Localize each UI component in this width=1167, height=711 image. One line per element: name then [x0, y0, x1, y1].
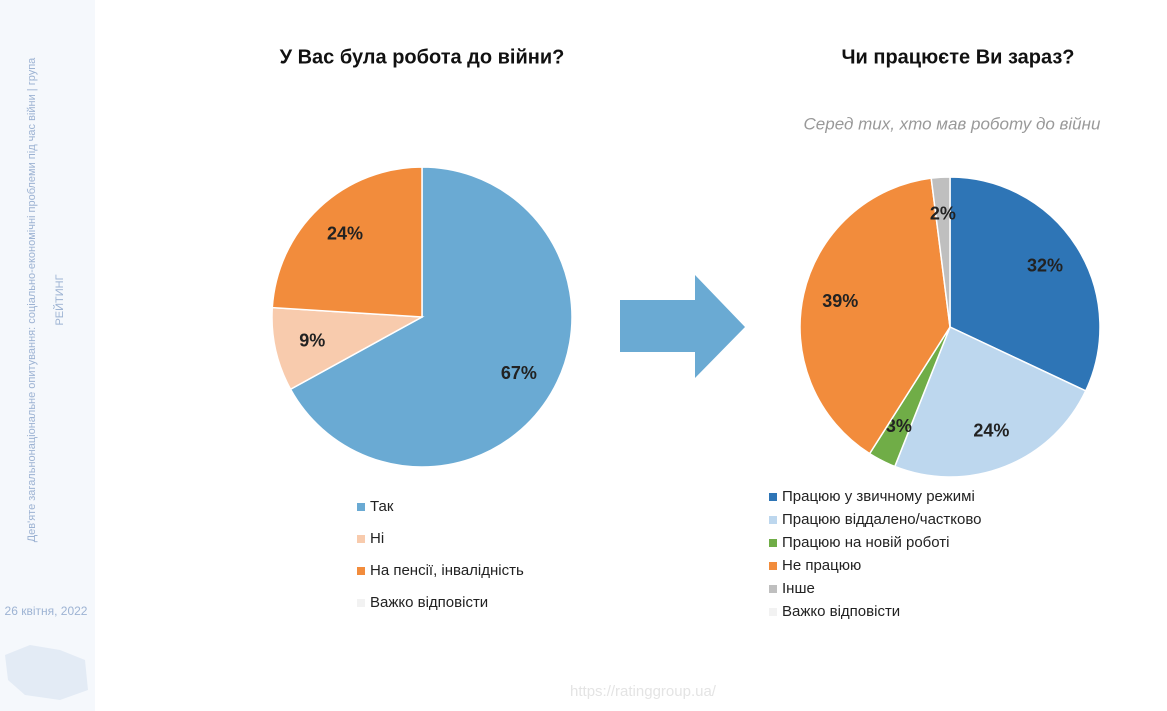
sidebar-text: Дев'яте загальнонаціональне опитування: … — [26, 57, 66, 542]
pie-slice — [930, 176, 951, 328]
date: 26 квітня, 2022 — [5, 604, 88, 618]
value-label: 9% — [299, 330, 325, 350]
legend-swatch — [769, 608, 777, 616]
value-label: 24% — [327, 224, 363, 244]
value-label: 2% — [930, 203, 956, 223]
sidebar — [0, 0, 95, 711]
legend-swatch — [357, 503, 365, 511]
value-label: 39% — [822, 291, 858, 311]
legend-swatch — [357, 567, 365, 575]
pie-slice — [799, 177, 951, 455]
legend-label: На пенсії, інвалідність — [370, 562, 524, 579]
legend-label: Важко відповісти — [370, 594, 488, 611]
url: https://ratinggroup.ua/ — [570, 683, 717, 700]
legend-label: Ні — [370, 530, 384, 547]
legend-swatch — [769, 585, 777, 593]
value-label: 3% — [886, 416, 912, 436]
value-label: 67% — [501, 363, 537, 383]
sidebar-line: РЕЙТИНГ — [53, 274, 66, 325]
pie-slice — [949, 176, 1101, 392]
legend-label: Інше — [782, 580, 815, 597]
legend-label: Працюю на новій роботі — [782, 534, 949, 551]
legend-label: Важко відповісти — [782, 603, 900, 620]
legend-swatch — [769, 539, 777, 547]
legend-label: Не працюю — [782, 557, 861, 574]
pie-slice — [271, 166, 423, 318]
pie-slice — [271, 306, 425, 391]
chart-title: У Вас була робота до війни? — [280, 46, 565, 68]
map-icon — [5, 645, 88, 700]
pie-slice — [893, 325, 1087, 478]
pie-slice — [289, 166, 573, 468]
chart-subtitle: Серед тих, хто мав роботу до війни — [804, 114, 1101, 133]
chart-title: Чи працюєте Ви зараз? — [841, 46, 1074, 68]
legend-label: Так — [370, 498, 394, 515]
value-label: 24% — [973, 420, 1009, 440]
legend-label: Працюю у звичному режимі — [782, 488, 975, 505]
sidebar-line: Дев'яте загальнонаціональне опитування: … — [26, 57, 38, 542]
legend-swatch — [769, 516, 777, 524]
legend-swatch — [357, 535, 365, 543]
legend-swatch — [769, 493, 777, 501]
arrow — [620, 275, 745, 378]
value-label: 32% — [1027, 255, 1063, 275]
legend-label: Працюю віддалено/частково — [782, 511, 982, 528]
legend-swatch — [357, 599, 365, 607]
legend-swatch — [769, 562, 777, 570]
